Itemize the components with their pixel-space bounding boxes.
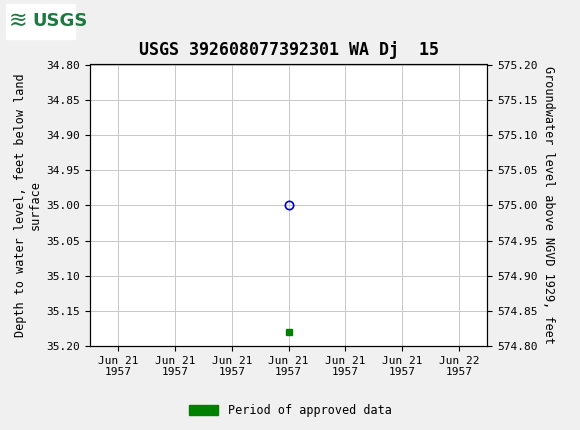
Text: USGS: USGS <box>32 12 87 30</box>
Text: ≋: ≋ <box>9 11 27 31</box>
Y-axis label: Depth to water level, feet below land
surface: Depth to water level, feet below land su… <box>14 74 42 337</box>
FancyBboxPatch shape <box>6 4 75 39</box>
Y-axis label: Groundwater level above NGVD 1929, feet: Groundwater level above NGVD 1929, feet <box>542 66 554 344</box>
Legend: Period of approved data: Period of approved data <box>184 399 396 422</box>
Title: USGS 392608077392301 WA Dj  15: USGS 392608077392301 WA Dj 15 <box>139 41 438 59</box>
